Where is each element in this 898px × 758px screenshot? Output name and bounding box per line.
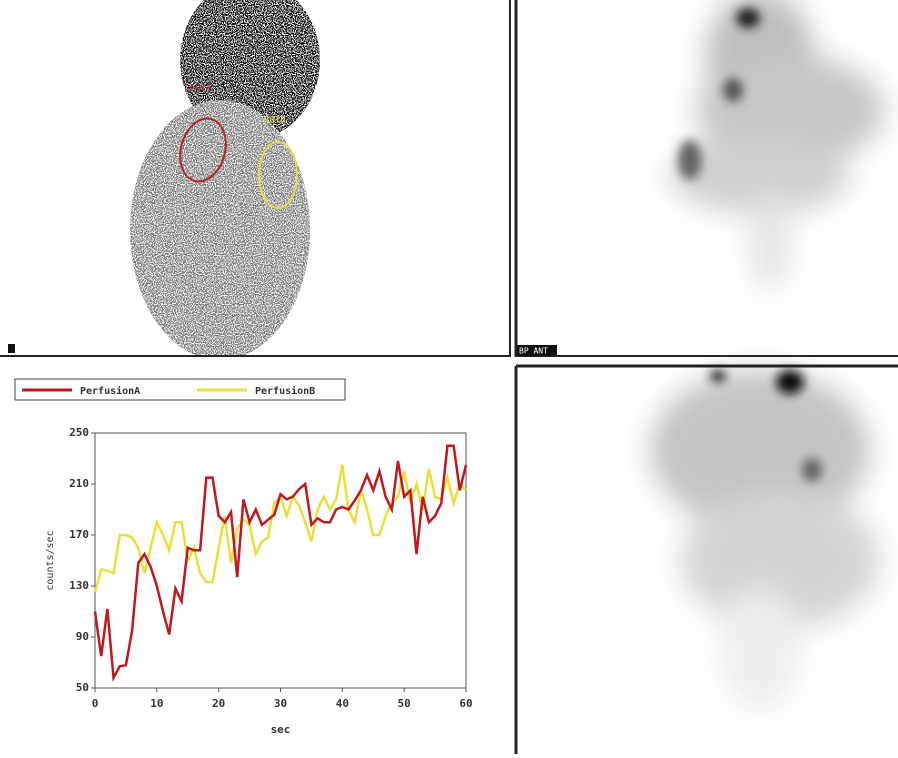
legend-label: PerfusionB [255, 385, 315, 397]
roi-label: ROIA [190, 84, 212, 94]
plot-frame [94, 432, 467, 689]
y-tick-label: 50 [76, 681, 89, 694]
scan-image-panel [514, 364, 898, 754]
y-tick-label: 210 [69, 477, 89, 490]
scatter-image-panel: ROIA ROIB [0, 0, 511, 357]
x-tick-label: 0 [92, 697, 99, 710]
data-line [93, 444, 468, 683]
y-tick-label: 170 [69, 528, 89, 541]
y-tick-label: 250 [69, 426, 89, 439]
y-tick-label: 130 [69, 579, 89, 592]
roi-b [258, 141, 298, 209]
x-tick-label: 10 [150, 697, 163, 710]
x-tick-label: 50 [398, 697, 411, 710]
x-axis-label: sec [271, 723, 291, 736]
y-tick-label: 90 [76, 630, 89, 643]
x-tick-label: 30 [274, 697, 287, 710]
data-line [93, 464, 467, 593]
y-axis-label: counts/sec [45, 530, 56, 590]
legend-box [14, 378, 346, 401]
scan-image-panel: BP ANT [514, 0, 898, 357]
view-label: BP ANT [519, 347, 548, 356]
roi-a [179, 117, 227, 183]
x-tick-label: 20 [212, 697, 225, 710]
legend-label: PerfusionA [80, 385, 140, 397]
roi-label: ROIB [264, 116, 286, 126]
x-tick-label: 40 [336, 697, 349, 710]
x-tick-label: 60 [459, 697, 472, 710]
